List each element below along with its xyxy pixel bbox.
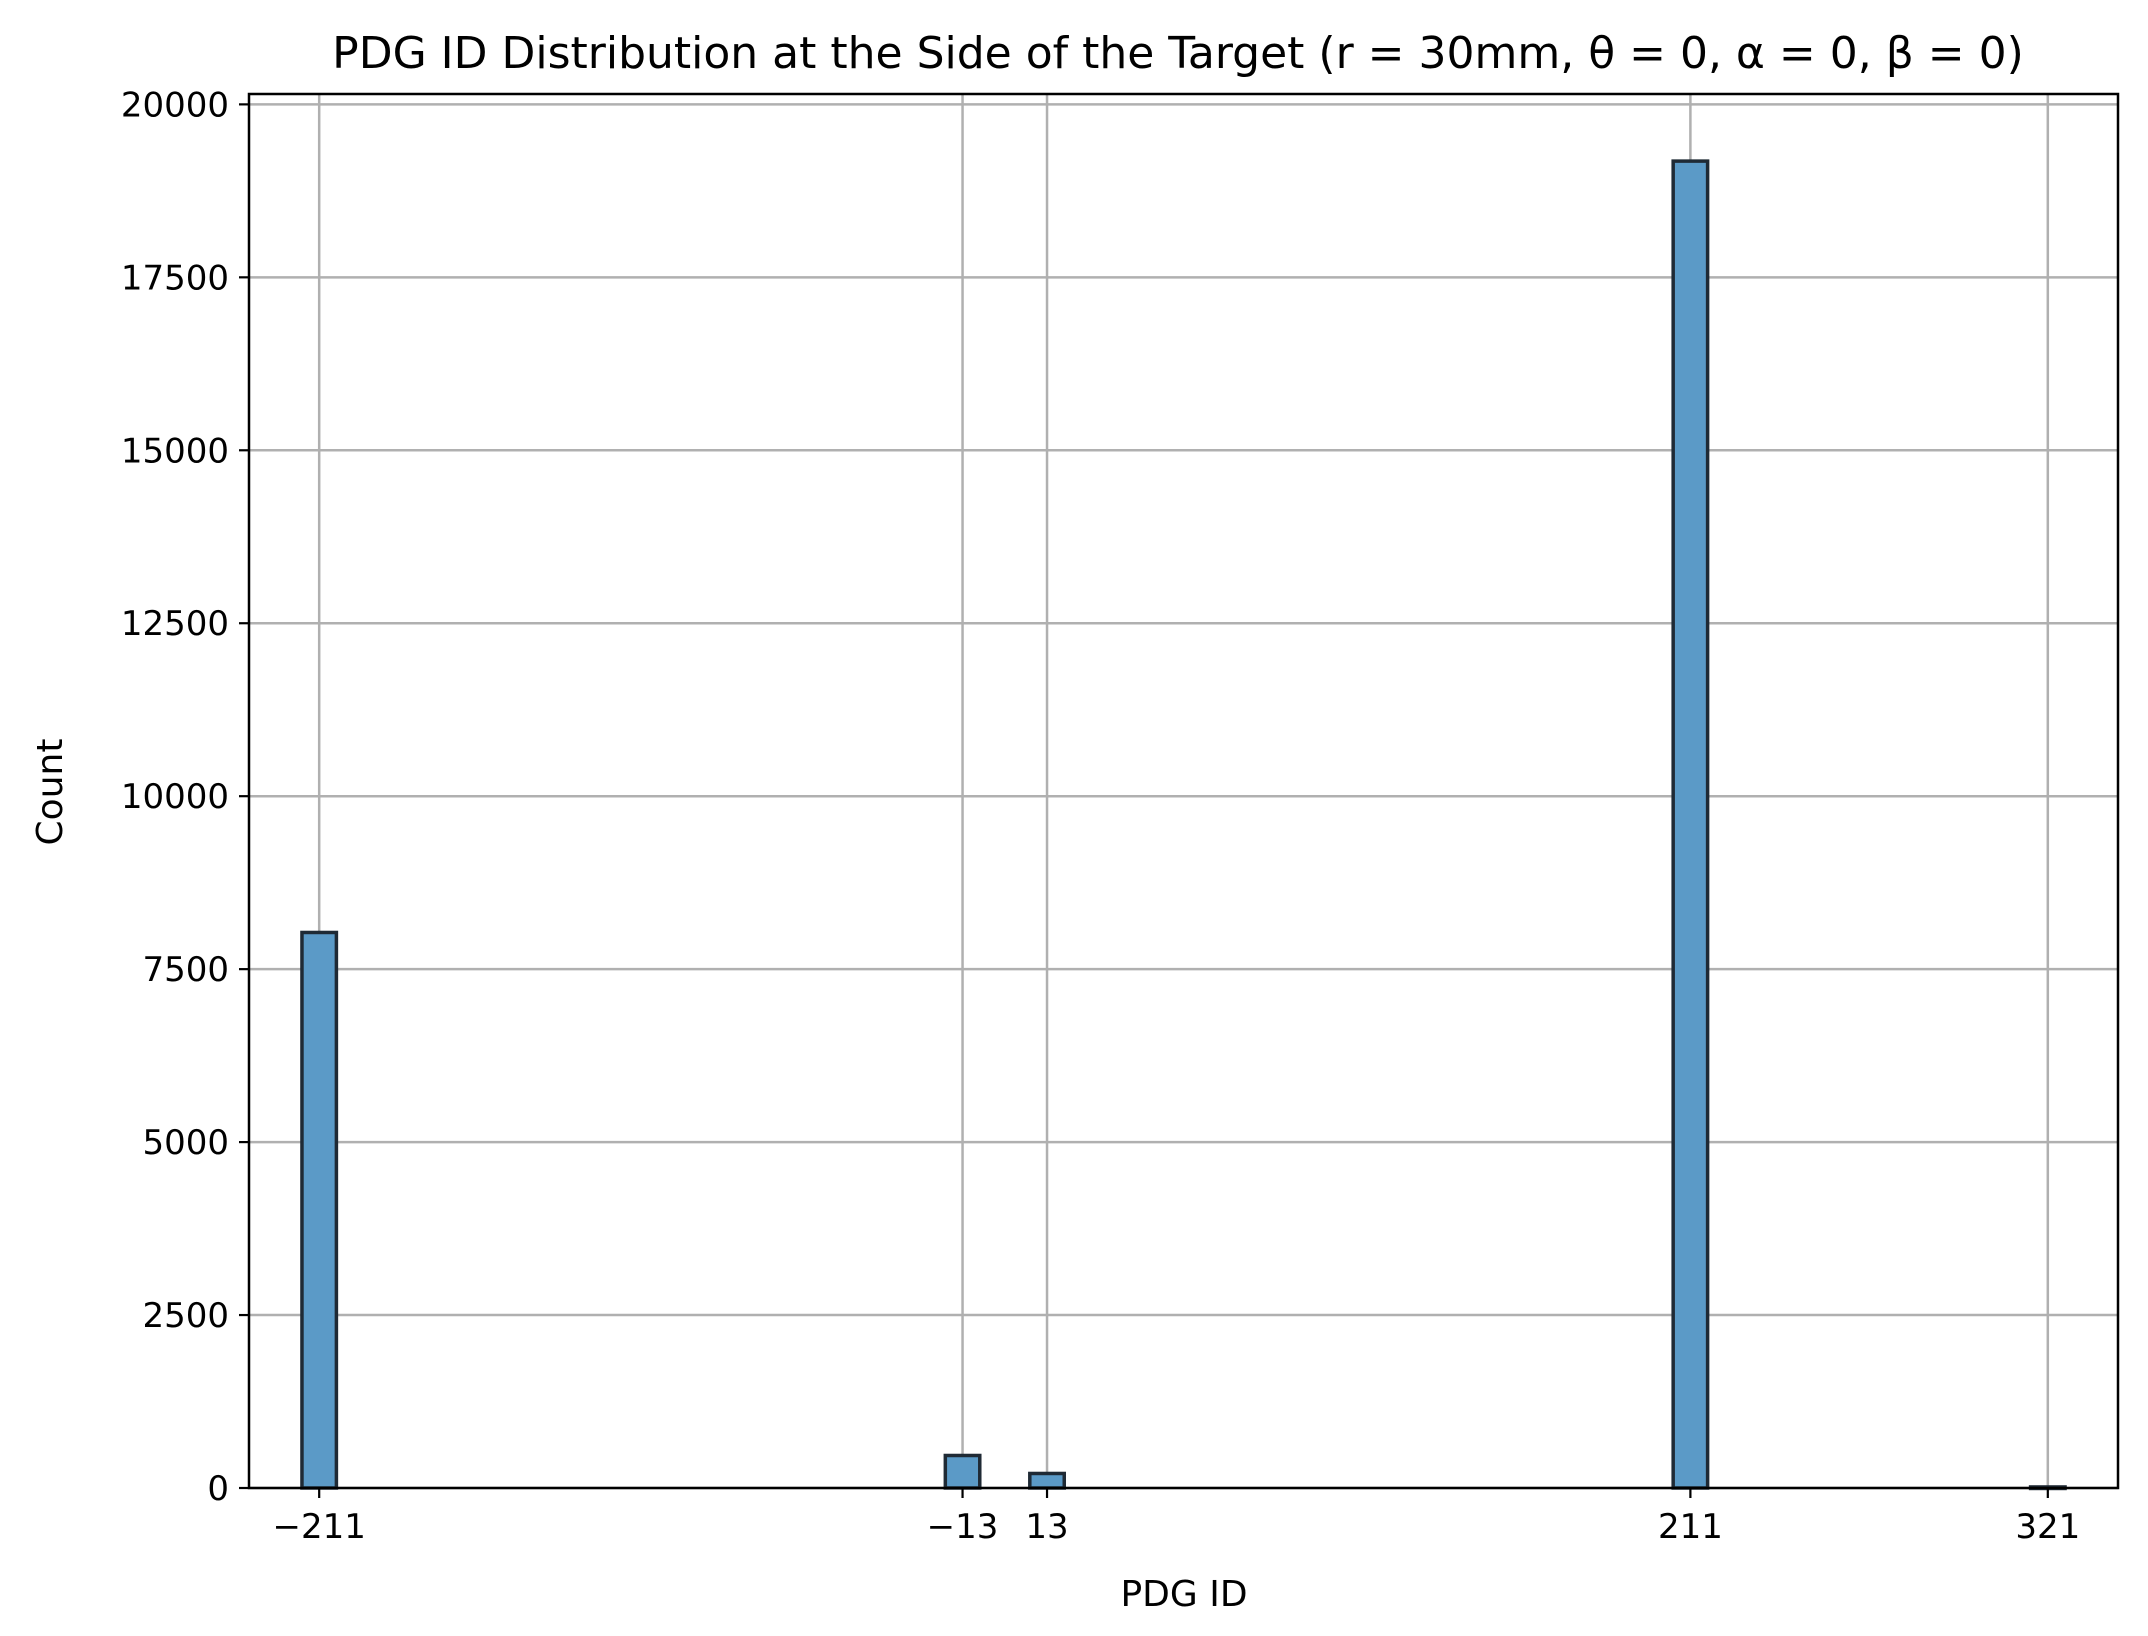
grid-layer [249,94,2118,1490]
y-tick-label: 5000 [142,1123,229,1163]
y-tick-label: 17500 [121,258,229,298]
x-tick-label: 321 [2015,1507,2080,1547]
y-tick-label: 7500 [142,950,229,990]
ticks-layer: −211 −13 13 211 321 0 2500 5000 7500 10000 12500 15… [121,85,2080,1547]
y-tick-label: 2500 [142,1296,229,1336]
y-tick-label: 12500 [121,604,229,644]
chart-title: PDG ID Distribution at the Side of the T… [332,28,2024,79]
x-axis-label: PDG ID [1120,1574,1247,1615]
y-tick-label: 20000 [121,85,229,125]
histogram-bar [1028,1471,1067,1490]
histogram-bar [300,930,339,1490]
y-axis-label: Count [30,739,71,846]
histogram-bar [1671,159,1710,1490]
y-tick-label: 0 [207,1469,229,1509]
y-tick-label: 15000 [121,431,229,471]
histogram-bar [943,1453,982,1490]
bars-layer [300,159,2067,1491]
x-tick-label: 211 [1658,1507,1723,1547]
x-tick-label: −13 [927,1507,999,1547]
y-tick-label: 10000 [121,777,229,817]
x-tick-label: 13 [1025,1507,1068,1547]
plot-frame [247,92,2120,1490]
x-tick-label: −211 [272,1507,365,1547]
